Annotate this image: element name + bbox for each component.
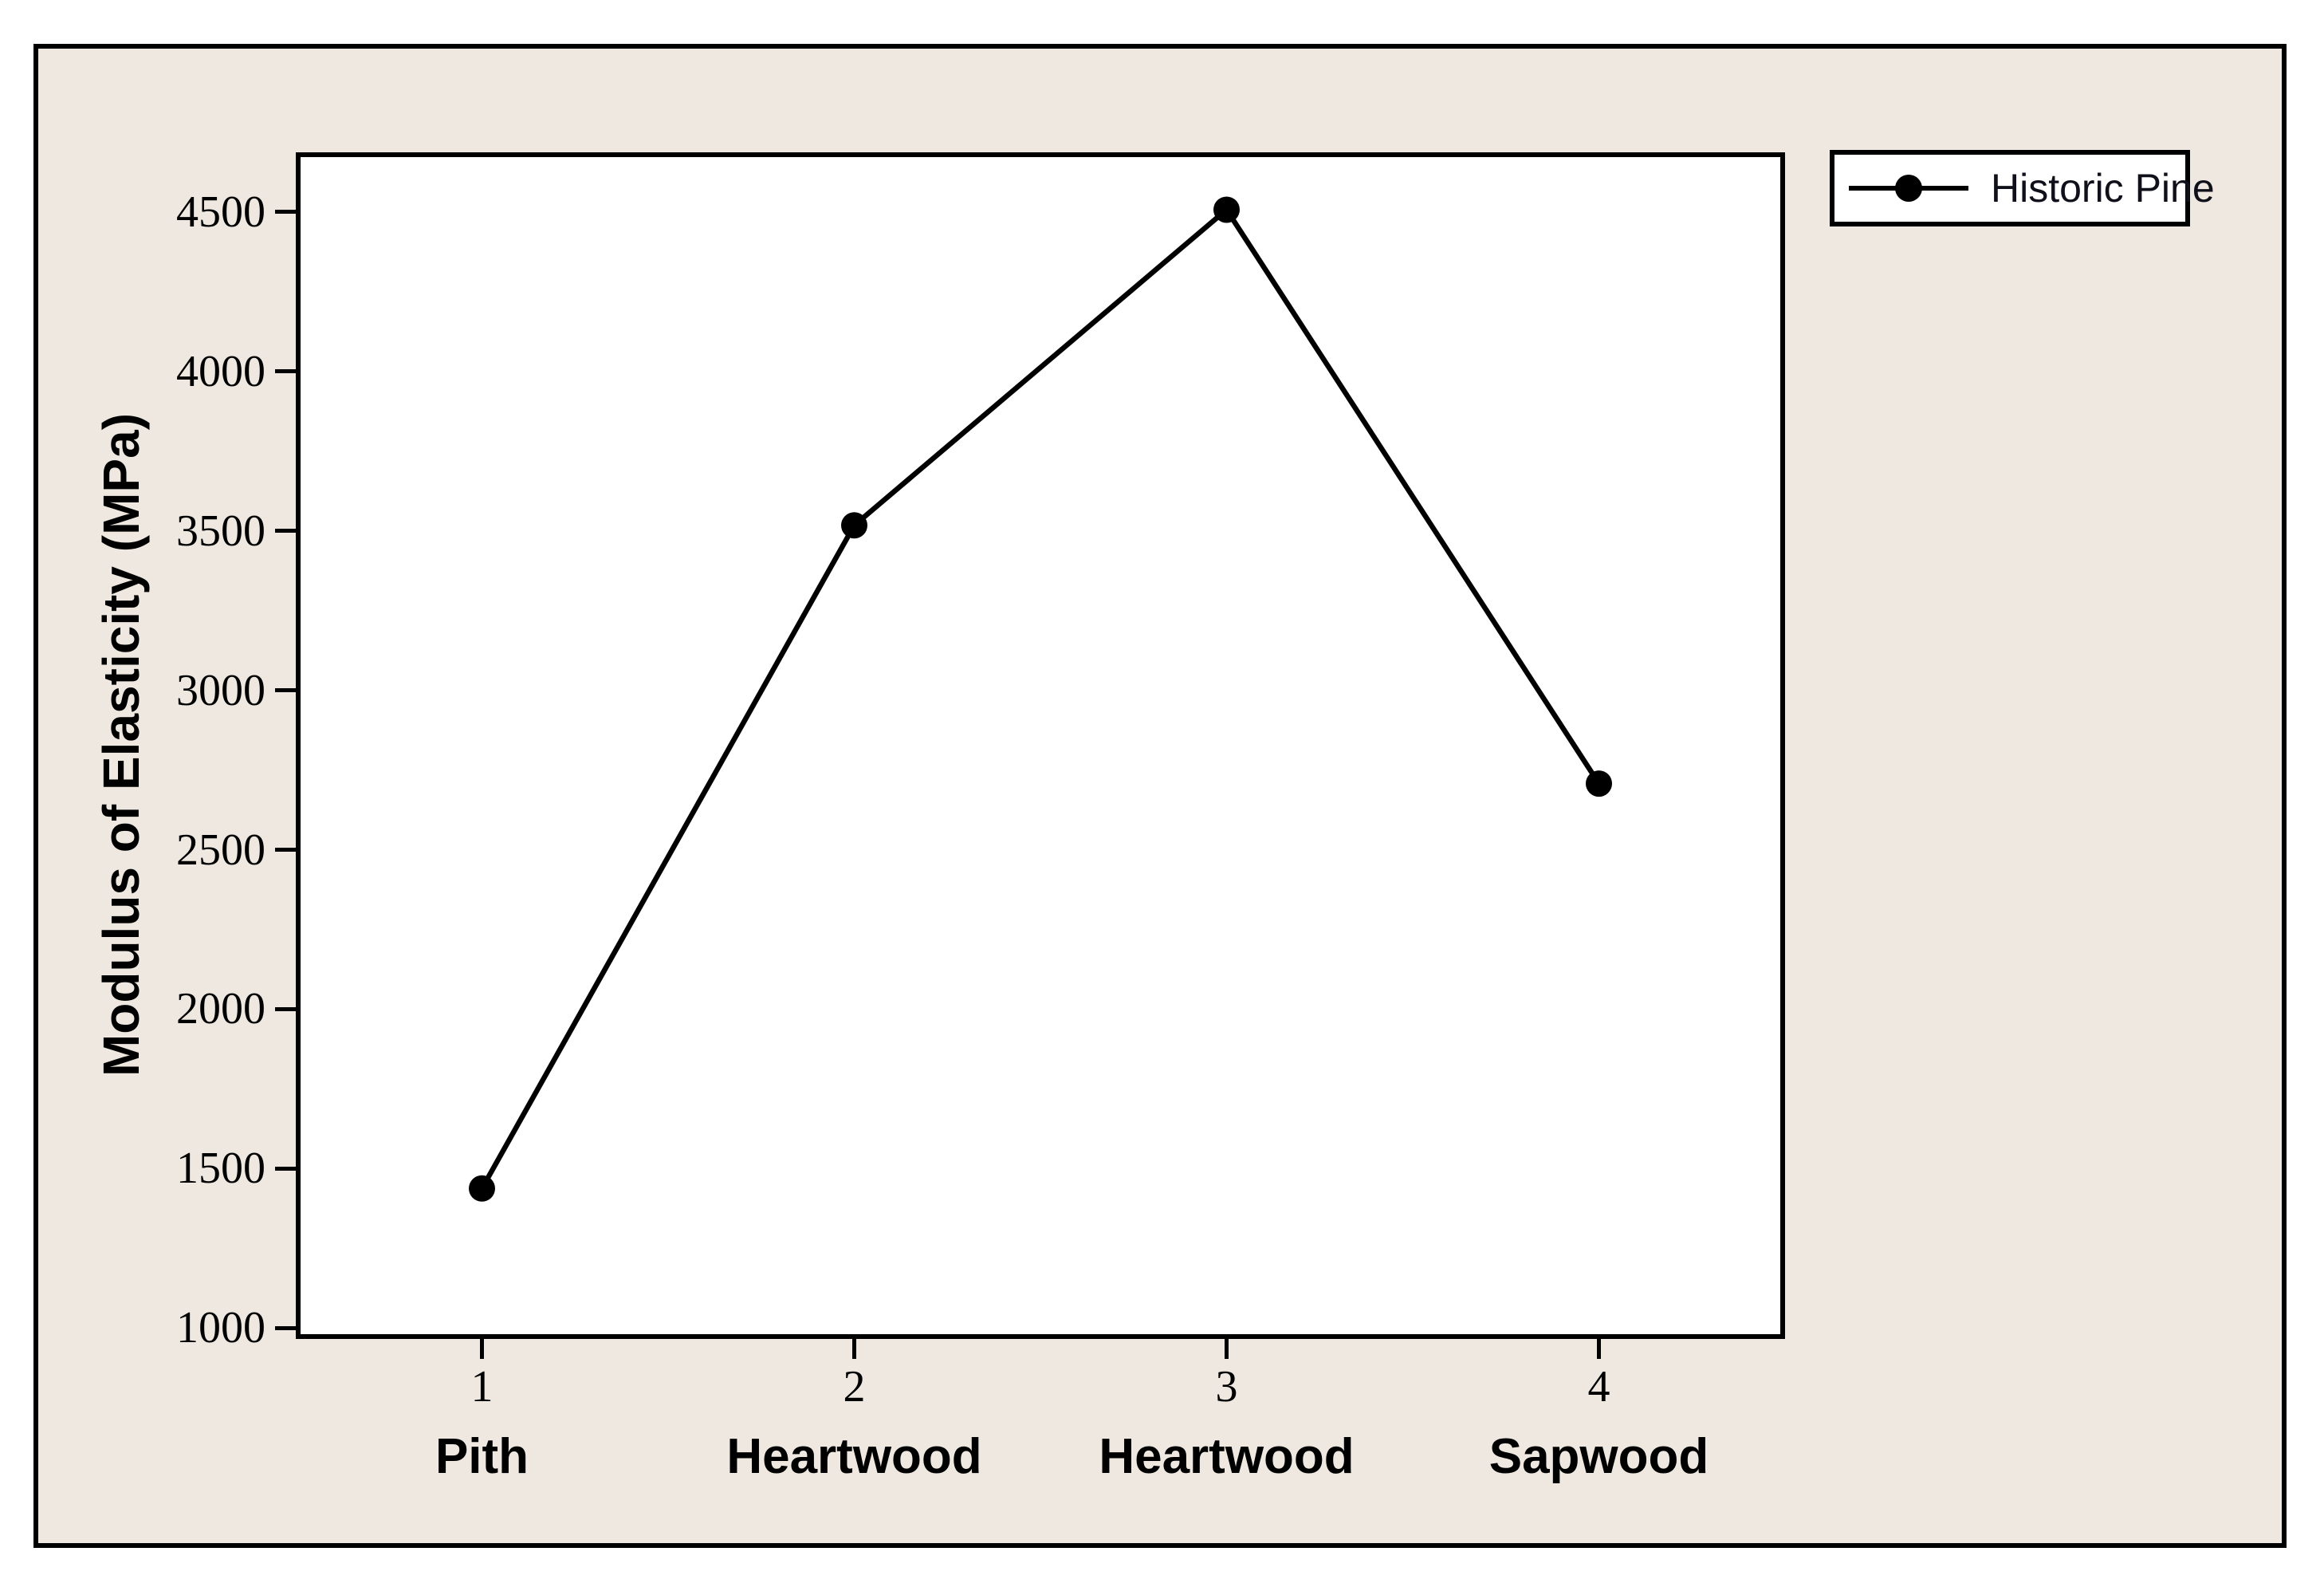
legend: Historic Pine — [1830, 150, 2215, 226]
y-tick-mark — [275, 1006, 296, 1011]
y-tick-label: 2500 — [176, 825, 265, 875]
x-tick-mark — [480, 1338, 484, 1359]
y-tick-label: 4500 — [176, 187, 265, 237]
data-point-marker — [841, 512, 867, 539]
y-tick-mark — [275, 369, 296, 374]
y-tick-mark — [275, 848, 296, 853]
y-tick-label: 1000 — [176, 1303, 265, 1353]
y-tick-label: 1500 — [176, 1144, 265, 1194]
y-tick-mark — [275, 1166, 296, 1171]
x-tick-mark — [852, 1338, 856, 1359]
data-point-marker — [1213, 196, 1240, 223]
y-tick-mark — [275, 688, 296, 693]
x-tick-mark — [1597, 1338, 1601, 1359]
data-series-line — [469, 196, 1612, 1202]
y-tick-mark — [275, 210, 296, 215]
y-tick-mark — [275, 1325, 296, 1330]
y-tick-label: 3500 — [176, 506, 265, 556]
x-tick-label: 4 — [1587, 1362, 1610, 1412]
data-point-marker — [1586, 770, 1612, 797]
x-tick-label: 1 — [470, 1362, 494, 1412]
legend-line-sample — [1849, 175, 1968, 202]
x-tick-mark — [1225, 1338, 1229, 1359]
x-category-label: Heartwood — [726, 1429, 982, 1484]
y-tick-label: 3000 — [176, 665, 265, 715]
x-tick-label: 3 — [1215, 1362, 1238, 1412]
x-tick-label: 2 — [843, 1362, 866, 1412]
series-line — [479, 206, 1602, 1190]
x-category-label: Sapwood — [1488, 1429, 1709, 1484]
x-category-label: Pith — [435, 1429, 529, 1484]
y-tick-label: 4000 — [176, 346, 265, 396]
y-tick-label: 2000 — [176, 984, 265, 1034]
plot-area — [296, 152, 1785, 1339]
legend-marker-icon — [1895, 175, 1922, 202]
legend-entry-label: Historic Pine — [1991, 166, 2215, 211]
y-tick-mark — [275, 529, 296, 534]
x-category-label: Heartwood — [1099, 1429, 1355, 1484]
data-point-marker — [469, 1175, 495, 1202]
